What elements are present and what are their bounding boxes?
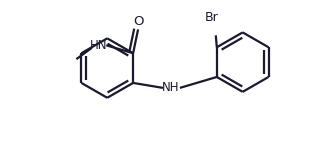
Text: NH: NH [162, 81, 180, 94]
Text: HN: HN [90, 39, 107, 52]
Text: Br: Br [205, 11, 219, 24]
Text: O: O [133, 15, 143, 28]
